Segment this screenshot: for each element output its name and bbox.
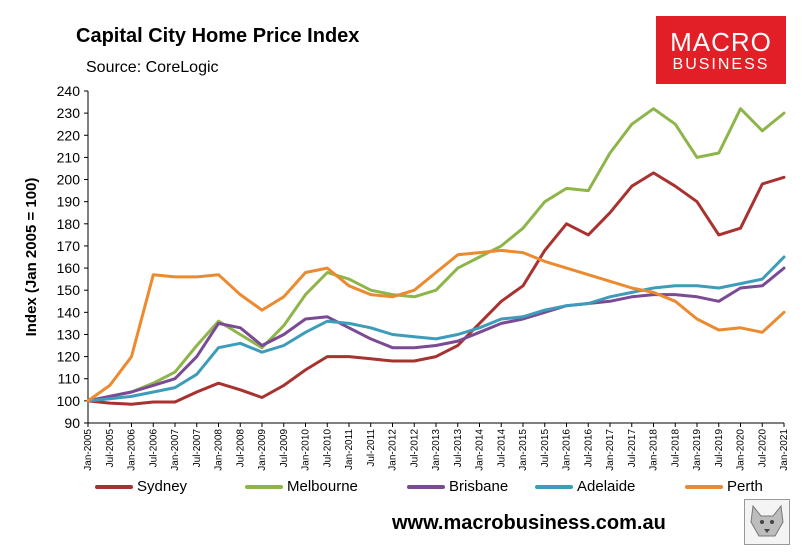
- y-tick-label: 130: [57, 326, 81, 342]
- x-tick-label: Jan-2017: [605, 429, 616, 471]
- x-tick-label: Jul-2010: [322, 429, 333, 468]
- y-tick-label: 210: [57, 149, 81, 165]
- x-tick-label: Jan-2021: [779, 429, 790, 471]
- x-tick-label: Jul-2015: [540, 429, 551, 468]
- macrobusiness-logo: MACRO BUSINESS: [656, 16, 786, 84]
- y-tick-label: 200: [57, 172, 81, 188]
- x-tick-label: Jan-2014: [475, 429, 486, 471]
- x-tick-label: Jul-2005: [105, 429, 116, 468]
- chart-title: Capital City Home Price Index: [76, 25, 360, 47]
- x-tick-label: Jul-2008: [235, 429, 246, 468]
- legend-label: Brisbane: [449, 478, 509, 495]
- x-tick-label: Jan-2012: [388, 429, 399, 471]
- chart-subtitle: Source: CoreLogic: [86, 59, 219, 76]
- logo-line-2: BUSINESS: [672, 56, 770, 73]
- logo-line-1: MACRO: [670, 27, 772, 57]
- x-tick-label: Jul-2011: [366, 429, 377, 467]
- legend-swatch: [535, 484, 573, 489]
- x-tick-label: Jan-2013: [431, 429, 442, 471]
- y-tick-label: 220: [57, 127, 81, 143]
- y-tick-label: 230: [57, 105, 81, 121]
- x-tick-label: Jan-2007: [170, 429, 181, 471]
- y-tick-label: 110: [58, 371, 81, 387]
- x-tick-label: Jan-2008: [214, 429, 225, 471]
- series-line-brisbane: [86, 266, 786, 403]
- x-tick-label: Jan-2016: [562, 429, 573, 471]
- x-tick-label: Jul-2017: [627, 429, 638, 468]
- x-tick-label: Jul-2016: [583, 429, 594, 468]
- x-tick-label: Jul-2018: [670, 429, 681, 468]
- legend-swatch: [245, 484, 283, 489]
- y-tick-label: 90: [64, 415, 80, 431]
- legend-label: Sydney: [137, 478, 188, 495]
- series-line-melbourne: [86, 107, 786, 403]
- legend-item-melbourne: Melbourne: [245, 478, 358, 495]
- x-tick-label: Jan-2005: [83, 429, 94, 471]
- y-tick-label: 100: [57, 393, 81, 409]
- x-tick-label: Jul-2019: [714, 429, 725, 468]
- y-tick-label: 240: [57, 83, 81, 99]
- chart-legend: Sydney Melbourne Brisbane Adelaide Perth: [95, 478, 775, 498]
- x-tick-label: Jan-2009: [257, 429, 268, 471]
- x-tick-label: Jan-2010: [301, 429, 312, 471]
- y-tick-label: 170: [57, 238, 81, 254]
- legend-item-adelaide: Adelaide: [535, 478, 635, 495]
- legend-item-brisbane: Brisbane: [407, 478, 508, 495]
- legend-label: Adelaide: [577, 478, 636, 495]
- x-tick-label: Jul-2007: [192, 429, 203, 468]
- x-tick-label: Jan-2006: [127, 429, 138, 471]
- legend-swatch: [407, 484, 445, 489]
- x-tick-label: Jan-2018: [649, 429, 660, 471]
- y-tick-label: 140: [57, 304, 81, 320]
- legend-label: Perth: [727, 478, 763, 495]
- x-tick-label: Jul-2014: [496, 429, 507, 468]
- x-tick-label: Jul-2020: [757, 429, 768, 468]
- website-url: www.macrobusiness.com.au: [392, 512, 666, 534]
- x-tick-label: Jan-2011: [344, 429, 355, 470]
- legend-label: Melbourne: [287, 478, 358, 495]
- legend-swatch: [685, 484, 723, 489]
- x-tick-label: Jan-2019: [692, 429, 703, 471]
- y-tick-label: 150: [57, 282, 81, 298]
- legend-swatch: [95, 484, 133, 489]
- y-tick-label: 180: [57, 216, 81, 232]
- x-tick-label: Jan-2015: [518, 429, 529, 471]
- x-tick-label: Jan-2020: [736, 429, 747, 471]
- y-tick-label: 120: [57, 349, 81, 365]
- legend-item-sydney: Sydney: [95, 478, 187, 495]
- series-line-sydney: [86, 171, 786, 406]
- x-tick-label: Jul-2013: [453, 429, 464, 468]
- series-line-adelaide: [86, 255, 786, 403]
- wolf-emblem-icon: [744, 499, 790, 545]
- y-tick-label: 160: [57, 260, 81, 276]
- y-axis-title: Index (Jan 2005 = 100): [23, 178, 40, 337]
- x-tick-label: Jul-2012: [409, 429, 420, 468]
- x-tick-label: Jul-2009: [279, 429, 290, 468]
- x-tick-label: Jul-2006: [148, 429, 159, 468]
- legend-item-perth: Perth: [685, 478, 763, 495]
- series-line-perth: [86, 248, 786, 403]
- y-tick-label: 190: [57, 194, 81, 210]
